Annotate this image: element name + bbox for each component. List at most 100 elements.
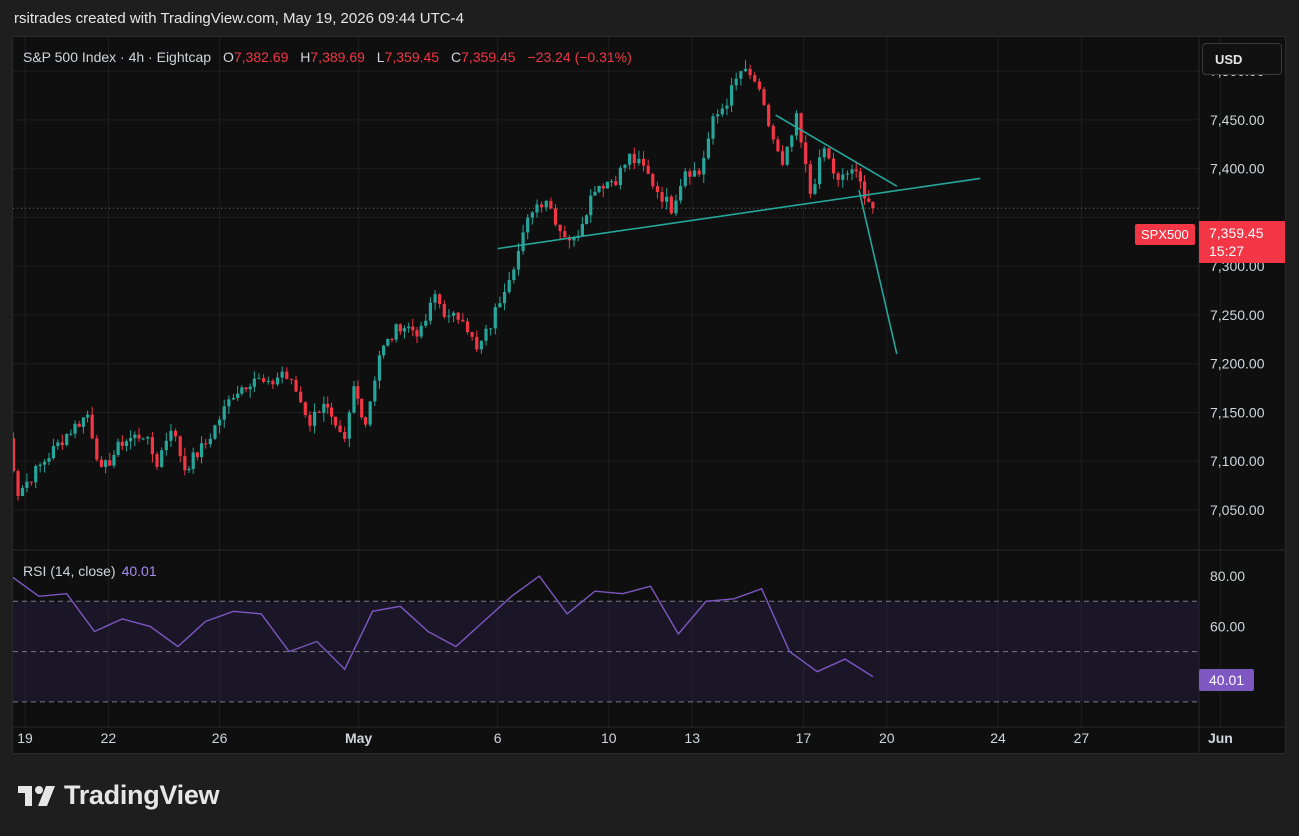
candle-up — [665, 196, 669, 202]
candle-down — [398, 324, 402, 332]
candle-up — [584, 215, 589, 225]
candle-up — [69, 433, 73, 435]
currency-button[interactable]: USD — [1202, 43, 1282, 75]
open-value: 7,382.69 — [233, 49, 289, 65]
price-axis-tick: 7,200.00 — [1210, 356, 1265, 372]
time-axis-tick: 20 — [879, 730, 895, 746]
time-axis-tick: 22 — [101, 730, 117, 746]
candle-down — [294, 379, 298, 392]
candle-down — [390, 339, 394, 341]
candle-up — [73, 423, 77, 434]
candle-up — [47, 458, 51, 462]
chart-canvas[interactable]: 7,050.00 7,100.00 7,150.00 7,200.00 7,250.00… — [13, 37, 1285, 753]
candle-up — [419, 325, 423, 337]
candle-up — [199, 443, 204, 457]
candle-up — [593, 191, 597, 196]
trendline[interactable] — [497, 177, 981, 250]
candle-down — [767, 104, 771, 126]
rsi-label: RSI (14, close) — [23, 563, 116, 579]
bar-countdown: 15:27 — [1209, 243, 1245, 259]
candle-up — [785, 146, 789, 165]
candle-up — [618, 167, 622, 186]
candle-up — [526, 217, 530, 233]
candle-down — [90, 414, 94, 439]
candle-up — [493, 307, 497, 329]
candle-up — [433, 294, 437, 303]
candle-down — [108, 460, 112, 466]
candle-down — [827, 148, 831, 159]
candle-down — [155, 454, 159, 467]
candle-down — [762, 89, 766, 105]
candle-up — [252, 378, 256, 387]
rsi-legend[interactable]: RSI (14, close) 40.01 — [23, 563, 157, 579]
candle-up — [218, 419, 222, 426]
candle-up — [605, 181, 610, 189]
candle-up — [133, 434, 137, 438]
symbol-price-tag: SPX500 — [1135, 224, 1195, 245]
candle-down — [183, 456, 187, 471]
chart-panel[interactable]: 7,050.00 7,100.00 7,150.00 7,200.00 7,250.00… — [12, 36, 1286, 754]
candle-up — [85, 414, 90, 418]
candle-down — [753, 75, 757, 82]
candle-down — [13, 438, 16, 472]
candle-up — [597, 185, 601, 192]
candle-down — [540, 204, 544, 208]
candle-up — [146, 437, 150, 439]
candle-down — [195, 452, 199, 457]
candle-up — [236, 393, 240, 398]
candle-up — [227, 399, 231, 407]
rsi-legend-value: 40.01 — [121, 563, 157, 579]
candle-up — [42, 461, 47, 465]
change-value: −23.24 (−0.31%) — [527, 49, 632, 65]
candle-down — [360, 398, 364, 418]
candle-down — [799, 113, 803, 143]
tradingview-logo[interactable]: TradingView — [16, 780, 220, 811]
candle-up — [484, 328, 488, 341]
candle-up — [129, 437, 133, 442]
candle-up — [104, 460, 108, 467]
candle-up — [187, 468, 191, 471]
rsi-axis-tick: 60.00 — [1210, 618, 1245, 634]
candle-up — [702, 157, 706, 175]
candle-up — [312, 411, 317, 426]
candle-down — [549, 200, 553, 209]
candle-down — [854, 169, 858, 172]
candle-down — [204, 443, 208, 445]
candle-up — [275, 377, 280, 385]
candle-up — [572, 237, 576, 241]
time-axis-tick: 24 — [990, 730, 1006, 746]
candle-up — [424, 320, 428, 326]
candle-down — [329, 407, 334, 417]
candle-down — [411, 326, 415, 331]
candle-up — [25, 481, 29, 488]
candle-down — [836, 173, 840, 180]
trendline[interactable] — [858, 189, 898, 355]
candle-down — [326, 403, 330, 408]
candle-up — [322, 403, 326, 413]
candle-up — [790, 135, 794, 147]
candle-up — [711, 116, 715, 139]
candle-down — [780, 151, 785, 165]
candle-down — [697, 170, 701, 175]
candle-up — [240, 387, 244, 394]
symbol-label[interactable]: S&P 500 Index · 4h · Eightcap — [23, 49, 212, 65]
candle-up — [512, 269, 516, 281]
candle-up — [845, 173, 850, 175]
trendline[interactable] — [775, 114, 898, 187]
candle-up — [516, 251, 521, 270]
candle-down — [343, 431, 347, 439]
rsi-band-background — [13, 601, 1199, 702]
close-value: 7,359.45 — [461, 49, 516, 65]
candle-down — [632, 153, 636, 164]
price-axis-tick: 7,150.00 — [1210, 404, 1265, 420]
candle-up — [521, 232, 525, 252]
candle-down — [299, 391, 303, 403]
candle-down — [641, 158, 646, 166]
low-value: 7,359.45 — [384, 49, 440, 65]
candle-up — [739, 71, 743, 79]
candle-up — [112, 454, 116, 466]
candle-up — [352, 386, 356, 413]
candle-up — [813, 184, 817, 194]
rsi-value-tag: 40.01 — [1199, 669, 1255, 691]
time-axis-tick: May — [345, 730, 372, 746]
